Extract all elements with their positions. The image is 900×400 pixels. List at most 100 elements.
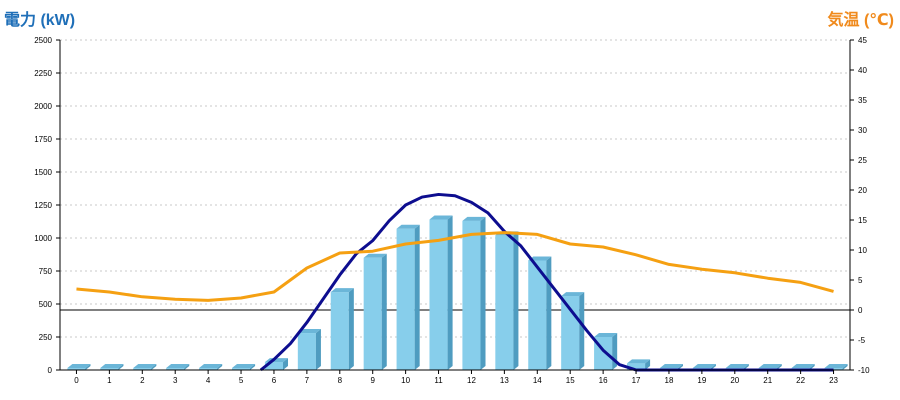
left-tick-label: 2250	[34, 69, 52, 78]
x-tick-label: 0	[74, 376, 79, 385]
bar-front	[495, 235, 514, 370]
bar-side	[217, 364, 223, 370]
bar-front	[297, 333, 316, 370]
bar-front	[429, 219, 448, 370]
x-tick-label: 4	[206, 376, 211, 385]
bar-side	[546, 256, 552, 370]
x-tick-label: 9	[370, 376, 375, 385]
x-tick-label: 19	[697, 376, 706, 385]
bar-front	[396, 228, 415, 370]
right-tick-label: 5	[858, 276, 863, 285]
bar-series	[67, 215, 848, 370]
bar	[429, 215, 453, 370]
line-series	[76, 192, 834, 372]
x-tick-label: 18	[665, 376, 674, 385]
right-axis-title: 気温 (℃)	[827, 12, 894, 29]
bar-side	[85, 364, 91, 370]
bar-side	[612, 333, 618, 370]
right-tick-label: 10	[858, 246, 867, 255]
bar-top	[363, 253, 387, 258]
axes	[56, 39, 854, 374]
x-tick-label: 2	[140, 376, 145, 385]
bar-front	[330, 292, 349, 370]
temperature-line	[76, 231, 834, 302]
bar	[100, 364, 124, 370]
bar-top	[528, 256, 552, 261]
right-tick-label: 0	[858, 306, 863, 315]
left-tick-label: 500	[39, 300, 53, 309]
bar-front	[100, 368, 119, 370]
x-tick-label: 1	[107, 376, 112, 385]
bar-front	[528, 260, 547, 370]
bar-top	[824, 364, 848, 369]
x-tick-label: 8	[338, 376, 343, 385]
bar-top	[725, 364, 749, 369]
bar-front	[264, 362, 284, 370]
right-tick-label: -10	[858, 366, 870, 375]
bar-top	[626, 359, 651, 364]
x-tick-label: 6	[272, 376, 277, 385]
bar-side	[184, 364, 190, 370]
bar-top	[100, 364, 124, 369]
bar-side	[447, 215, 453, 370]
x-tick-label: 5	[239, 376, 244, 385]
x-tick-label: 7	[305, 376, 310, 385]
bar-side	[283, 358, 289, 370]
bar-top	[791, 364, 815, 369]
right-tick-label: 40	[858, 66, 867, 75]
bar-front	[231, 368, 251, 370]
bar	[363, 253, 387, 370]
bar-side	[414, 224, 420, 370]
bar-side	[513, 231, 519, 370]
bar-side	[480, 216, 486, 370]
bar-side	[118, 364, 124, 370]
x-tick-label: 16	[599, 376, 608, 385]
bar	[133, 364, 157, 370]
bar-front	[67, 368, 86, 370]
bar	[330, 288, 354, 370]
bar-side	[645, 359, 651, 370]
bar-top	[297, 329, 321, 334]
bar	[626, 359, 651, 370]
left-tick-label: 2500	[34, 36, 52, 45]
x-tick-label: 11	[434, 376, 443, 385]
bar-front	[166, 368, 185, 370]
x-tick-label: 10	[401, 376, 410, 385]
x-tick-label: 20	[730, 376, 739, 385]
bar-top	[67, 364, 91, 369]
bar-top	[199, 364, 223, 369]
x-tick-label: 14	[533, 376, 542, 385]
bar	[495, 231, 519, 370]
x-tick-label: 3	[173, 376, 178, 385]
bar-front	[199, 368, 218, 370]
bar-top	[330, 288, 354, 293]
left-tick-label: 1750	[34, 135, 52, 144]
x-tick-label: 12	[467, 376, 476, 385]
x-tick-label: 21	[763, 376, 772, 385]
bar	[396, 224, 420, 370]
bar-top	[429, 215, 453, 220]
right-tick-label: -5	[858, 336, 866, 345]
bar	[462, 216, 486, 370]
bar-front	[462, 220, 481, 370]
bar-top	[166, 364, 190, 369]
bar-front	[133, 368, 152, 370]
bar	[231, 364, 256, 370]
x-tick-label: 15	[566, 376, 575, 385]
tick-labels: 02505007501000125015001750200022502500-1…	[34, 36, 870, 385]
left-tick-label: 1000	[34, 234, 52, 243]
bar-side	[842, 364, 848, 370]
bar-top	[561, 292, 585, 297]
bar	[297, 329, 321, 370]
right-tick-label: 30	[858, 126, 867, 135]
right-tick-label: 35	[858, 96, 867, 105]
bar-top	[758, 364, 782, 369]
right-tick-label: 20	[858, 186, 867, 195]
left-tick-label: 250	[39, 333, 53, 342]
bar-top	[594, 333, 618, 337]
bar	[166, 364, 190, 370]
bar-side	[315, 329, 321, 370]
bar	[67, 364, 91, 370]
bar-front	[363, 257, 382, 370]
